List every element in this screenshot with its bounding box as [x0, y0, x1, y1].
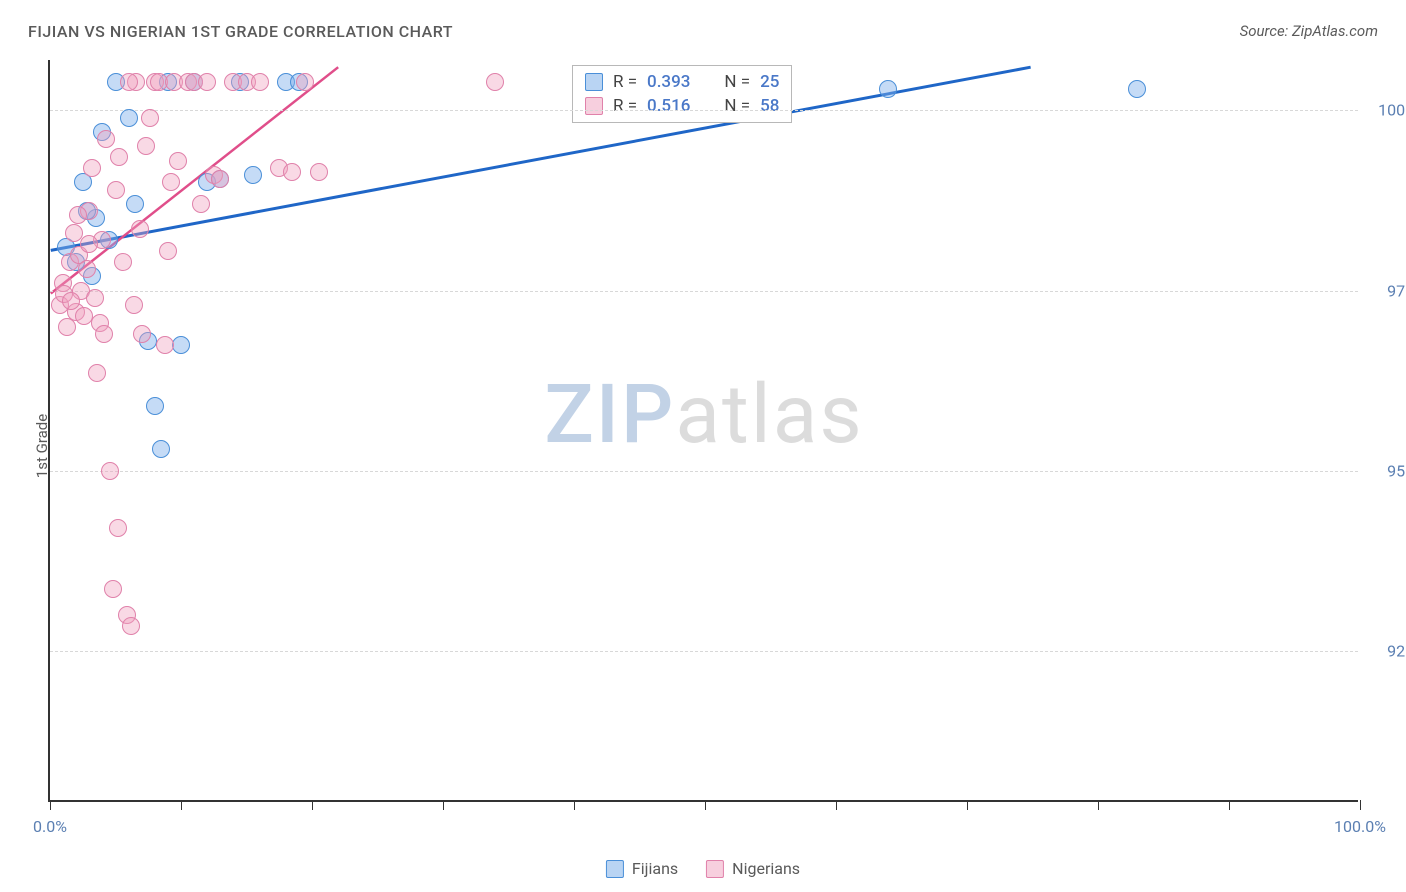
- nigerian-point: [69, 206, 87, 224]
- stat-r-label: R =: [613, 96, 637, 116]
- xtick: [705, 800, 706, 810]
- gridline: [50, 110, 1358, 111]
- gridline: [50, 651, 1358, 652]
- fijian-point: [1128, 80, 1146, 98]
- fijian-point: [172, 336, 190, 354]
- ytick-label: 92.5%: [1387, 641, 1406, 660]
- nigerian-point: [78, 260, 96, 278]
- nigerian-point: [211, 170, 229, 188]
- nigerian-point: [114, 253, 132, 271]
- nigerian-point: [133, 325, 151, 343]
- xtick: [443, 800, 444, 810]
- xtick: [1360, 800, 1361, 810]
- nigerian-point: [141, 109, 159, 127]
- xtick: [50, 800, 51, 810]
- ytick-label: 100.0%: [1378, 101, 1406, 120]
- nigerian-point: [137, 137, 155, 155]
- nigerian-point: [296, 73, 314, 91]
- nigerian-point: [86, 289, 104, 307]
- blue-swatch-icon: [606, 860, 624, 878]
- gridline: [50, 471, 1358, 472]
- stat-n-label: N =: [724, 96, 750, 116]
- nigerian-point: [104, 580, 122, 598]
- chart-source: Source: ZipAtlas.com: [1240, 22, 1378, 40]
- correlation-stat-box: R = 0.393 N = 25 R = 0.516 N = 58: [572, 65, 792, 123]
- nigerian-point: [162, 173, 180, 191]
- xtick: [574, 800, 575, 810]
- nigerian-point: [120, 73, 138, 91]
- nigerian-point: [109, 519, 127, 537]
- nigerian-point: [169, 152, 187, 170]
- nigerian-point: [198, 73, 216, 91]
- legend-item: Fijians: [606, 859, 678, 878]
- nigerian-point: [486, 73, 504, 91]
- legend: Fijians Nigerians: [606, 859, 800, 878]
- nigerian-point: [192, 195, 210, 213]
- nigerian-point: [101, 462, 119, 480]
- gridline: [50, 291, 1358, 292]
- nigerian-point: [97, 130, 115, 148]
- pink-swatch-icon: [706, 860, 724, 878]
- xtick: [967, 800, 968, 810]
- stat-n-value: 58: [760, 96, 779, 116]
- fijian-point: [244, 166, 262, 184]
- nigerian-point: [283, 163, 301, 181]
- blue-swatch-icon: [585, 73, 603, 91]
- nigerian-point: [83, 159, 101, 177]
- chart-title: FIJIAN VS NIGERIAN 1ST GRADE CORRELATION…: [28, 22, 453, 41]
- stat-r-value: 0.516: [647, 96, 690, 116]
- nigerian-point: [62, 292, 80, 310]
- stat-n-label: N =: [724, 72, 750, 92]
- plot-area: ZIPatlas R =0.393N =25R =0.516N =58 92.5…: [48, 60, 1358, 802]
- nigerian-point: [251, 73, 269, 91]
- ytick-label: 97.5%: [1387, 281, 1406, 300]
- stat-row: R = 0.393 N = 25: [585, 70, 779, 94]
- legend-label: Nigerians: [732, 859, 800, 878]
- stat-n-value: 25: [760, 72, 779, 92]
- pink-swatch-icon: [585, 97, 603, 115]
- stat-r-value: 0.393: [647, 72, 690, 92]
- xtick: [836, 800, 837, 810]
- fijian-point: [152, 440, 170, 458]
- xtick: [312, 800, 313, 810]
- fijian-point: [126, 195, 144, 213]
- nigerian-point: [65, 224, 83, 242]
- watermark: ZIPatlas: [544, 367, 863, 463]
- nigerian-point: [95, 325, 113, 343]
- fijian-point: [120, 109, 138, 127]
- ytick-label: 95.0%: [1387, 461, 1406, 480]
- xtick-label: 0.0%: [33, 817, 67, 836]
- fijian-point: [879, 80, 897, 98]
- nigerian-point: [156, 336, 174, 354]
- xtick: [1098, 800, 1099, 810]
- nigerian-point: [310, 163, 328, 181]
- fijian-point: [146, 397, 164, 415]
- nigerian-point: [110, 148, 128, 166]
- xtick-label: 100.0%: [1334, 817, 1386, 836]
- nigerian-point: [80, 235, 98, 253]
- nigerian-point: [125, 296, 143, 314]
- nigerian-point: [88, 364, 106, 382]
- stat-row: R = 0.516 N = 58: [585, 94, 779, 118]
- xtick: [181, 800, 182, 810]
- nigerian-point: [159, 242, 177, 260]
- legend-label: Fijians: [632, 859, 678, 878]
- xtick: [1229, 800, 1230, 810]
- nigerian-point: [131, 220, 149, 238]
- legend-item: Nigerians: [706, 859, 800, 878]
- nigerian-point: [122, 617, 140, 635]
- stat-r-label: R =: [613, 72, 637, 92]
- nigerian-point: [107, 181, 125, 199]
